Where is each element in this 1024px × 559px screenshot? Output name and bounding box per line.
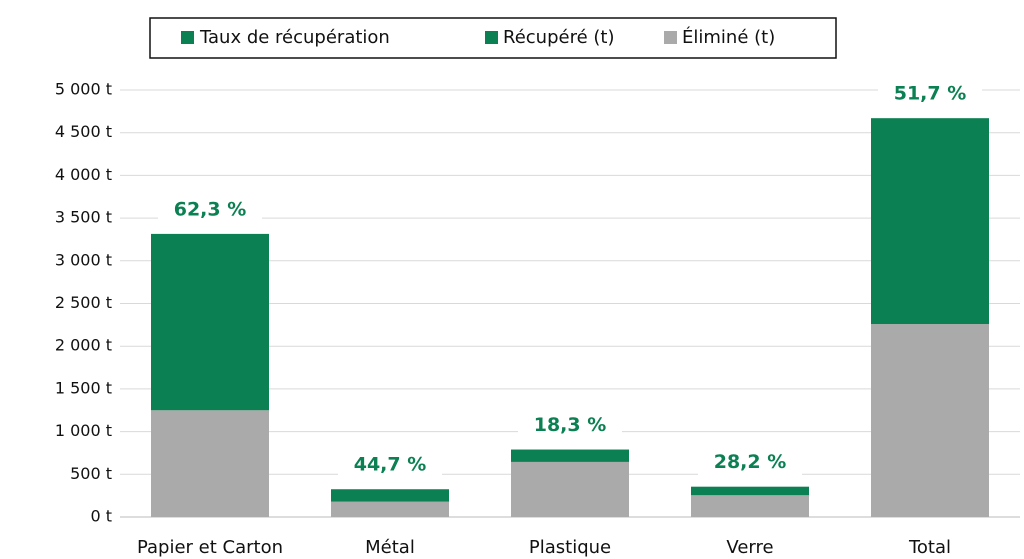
legend-swatch — [664, 31, 677, 44]
legend-label: Taux de récupération — [199, 27, 390, 48]
legend-swatch — [485, 31, 498, 44]
bar-segment — [871, 323, 989, 517]
y-tick-label: 2 000 t — [55, 336, 112, 355]
y-tick-label: 0 t — [90, 507, 112, 526]
rate-label: 28,2 % — [714, 451, 787, 473]
label-bg — [338, 452, 442, 479]
bar-segment — [151, 410, 269, 517]
bar-segment — [151, 233, 269, 411]
bar-segment — [691, 486, 809, 496]
x-tick-label: Papier et Carton — [137, 537, 283, 558]
rate-label: 62,3 % — [174, 198, 247, 220]
label-bg — [518, 412, 622, 439]
y-tick-label: 5 000 t — [55, 80, 112, 99]
y-tick-label: 1 000 t — [55, 421, 112, 440]
x-tick-label: Plastique — [529, 537, 611, 558]
rate-label: 18,3 % — [534, 414, 607, 436]
y-tick-label: 4 000 t — [55, 165, 112, 184]
bar-segment — [871, 118, 989, 324]
legend-label: Éliminé (t) — [682, 26, 775, 48]
rate-label: 51,7 % — [894, 83, 967, 105]
bar-segment — [331, 501, 449, 517]
y-tick-label: 3 500 t — [55, 208, 112, 227]
legend-swatch — [181, 31, 194, 44]
y-tick-label: 2 500 t — [55, 293, 112, 312]
bar-segment — [511, 449, 629, 462]
label-bg — [878, 81, 982, 108]
label-bg — [158, 196, 262, 223]
bar-segment — [511, 461, 629, 517]
bar-segment — [331, 489, 449, 502]
label-bg — [698, 449, 802, 476]
x-tick-label: Total — [908, 537, 951, 558]
y-tick-label: 3 000 t — [55, 250, 112, 269]
bar-segment — [691, 495, 809, 517]
y-tick-label: 4 500 t — [55, 122, 112, 141]
y-tick-label: 1 500 t — [55, 378, 112, 397]
x-tick-label: Métal — [365, 537, 415, 558]
rate-label: 44,7 % — [354, 454, 427, 476]
y-tick-label: 500 t — [70, 464, 112, 483]
legend-label: Récupéré (t) — [503, 27, 614, 48]
x-tick-label: Verre — [726, 537, 773, 558]
